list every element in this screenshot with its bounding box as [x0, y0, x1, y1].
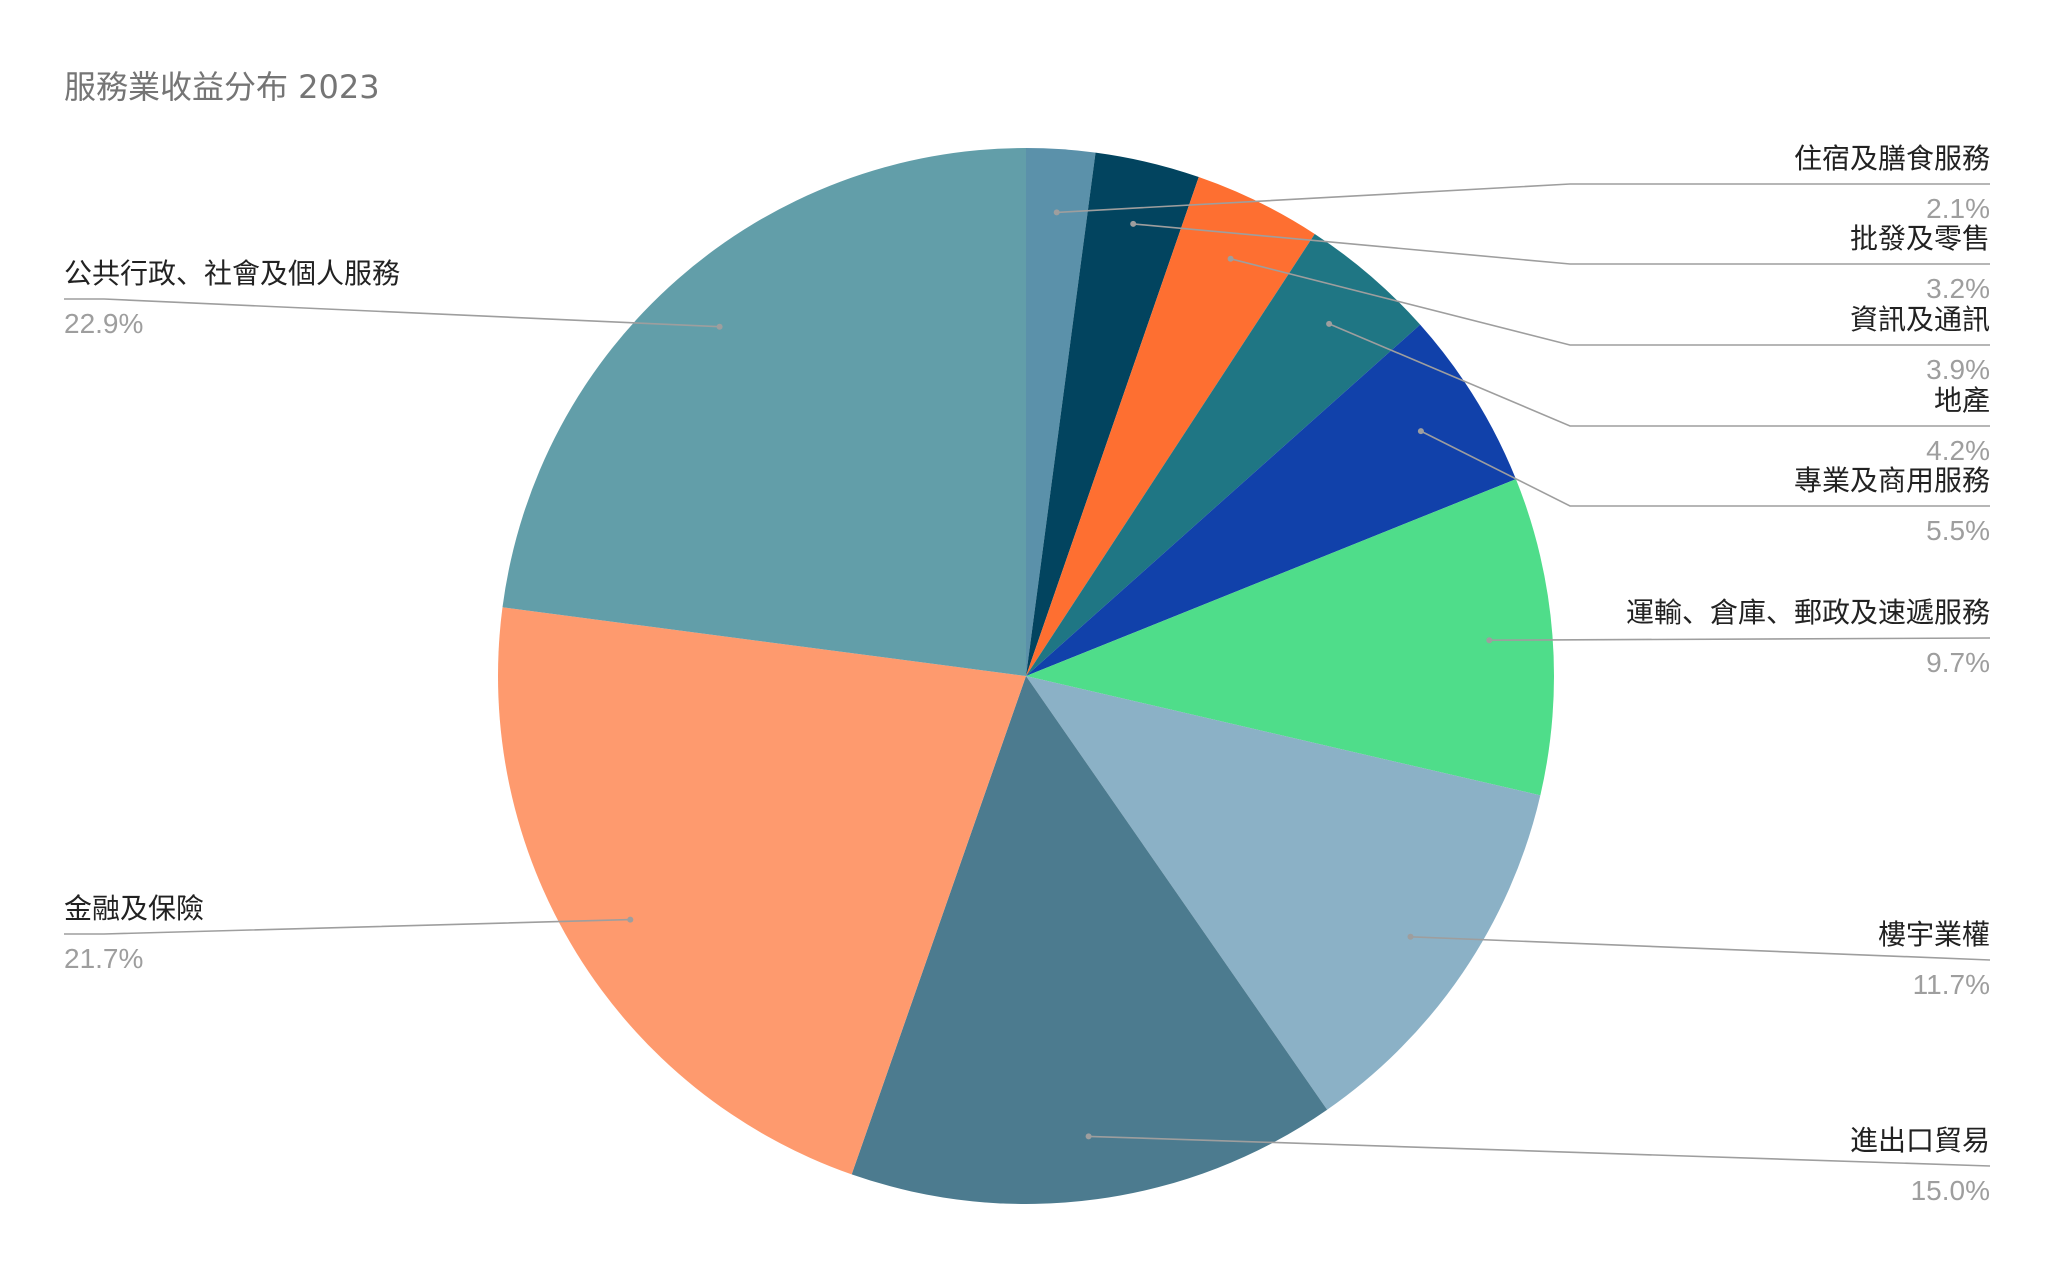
leader-dot — [1130, 220, 1137, 227]
pie-slice — [1026, 479, 1555, 796]
slice-label: 公共行政、社會及個人服務 — [64, 257, 400, 290]
leader-dot — [1486, 637, 1493, 644]
slice-labels: 住宿及膳食服務 2.1%批發及零售 3.2%資訊及通訊 3.9%地產 4.2%專業及商用… — [64, 142, 1990, 1206]
leader-line — [64, 298, 720, 328]
leader-line — [1230, 258, 1990, 346]
slice-value-label: 2.1% — [1926, 193, 1990, 224]
leader-dot — [1326, 320, 1333, 327]
slice-label: 批發及零售 — [1850, 222, 1990, 255]
leader-line — [1056, 183, 1990, 214]
slice-value-label: 21.7% — [64, 943, 143, 974]
leader-line — [1410, 936, 1991, 961]
pie-slices — [498, 148, 1555, 1205]
slice-label: 金融及保險 — [64, 892, 204, 925]
slice-label: 住宿及膳食服務 — [1794, 142, 1990, 175]
slice-label: 運輸、倉庫、郵政及速遞服務 — [1626, 596, 1990, 629]
pie-slice — [1026, 152, 1199, 677]
leader-dot — [1407, 933, 1414, 940]
leader-dot — [716, 323, 723, 330]
slice-value-label: 11.7% — [1913, 969, 1990, 1000]
leader-dot — [1085, 1133, 1092, 1140]
slice-label: 資訊及通訊 — [1850, 303, 1990, 336]
leader-line — [1133, 223, 1990, 265]
leader-line — [1420, 430, 1990, 507]
leader-line — [64, 918, 631, 935]
leader-dot — [627, 916, 634, 923]
pie-slice — [1026, 676, 1541, 1110]
slice-label: 樓宇業權 — [1878, 918, 1990, 951]
leader-dot — [1227, 255, 1234, 262]
slice-value-label: 3.9% — [1926, 354, 1990, 385]
slice-label: 進出口貿易 — [1850, 1124, 1990, 1157]
leader-lines — [64, 183, 1991, 1167]
pie-slice — [1026, 177, 1315, 676]
slice-label: 地產 — [1934, 384, 1990, 417]
pie-slice — [1026, 324, 1516, 676]
pie-slice — [1026, 148, 1096, 676]
pie-slice — [502, 148, 1026, 676]
leader-line — [1328, 323, 1990, 427]
leader-line — [1088, 1135, 1991, 1167]
slice-value-label: 15.0% — [1911, 1175, 1990, 1206]
slice-value-label: 5.5% — [1926, 515, 1990, 546]
slice-value-label: 4.2% — [1926, 435, 1990, 466]
pie-slice — [498, 607, 1026, 1175]
leader-dot — [1417, 428, 1424, 435]
chart-title: 服務業收益分布 2023 — [64, 68, 380, 106]
slice-label: 專業及商用服務 — [1794, 464, 1990, 497]
leader-line — [1489, 637, 1991, 641]
pie-slice — [851, 676, 1328, 1205]
pie-slice — [1026, 233, 1421, 676]
slice-value-label: 9.7% — [1926, 647, 1990, 678]
leader-dot — [1053, 209, 1060, 216]
slice-value-label: 3.2% — [1926, 273, 1990, 304]
slice-value-label: 22.9% — [64, 308, 143, 339]
